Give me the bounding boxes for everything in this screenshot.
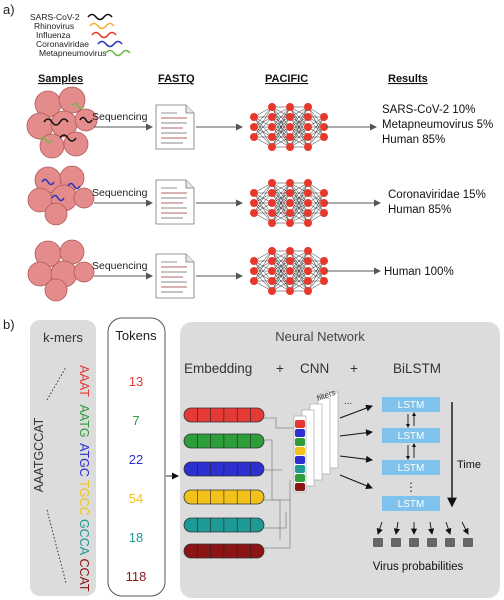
- legend-line-coronaviridae: [97, 40, 123, 48]
- lstm-cell-4: [382, 496, 440, 511]
- lstm-cell-3-label: LSTM: [398, 463, 425, 474]
- pacific-network-1: [250, 103, 328, 151]
- cell: [73, 187, 95, 209]
- legend-label-coronaviridae: Coronaviridae: [36, 39, 89, 49]
- kmer-item: AAAT: [77, 365, 91, 397]
- token-item: 18: [129, 530, 143, 545]
- tokens-title: Tokens: [115, 328, 157, 343]
- lstm-cell-2: [382, 428, 440, 443]
- token-item: 54: [129, 491, 143, 506]
- sequencing-step-2: Sequencing: [92, 187, 153, 207]
- kmer-bracket-top: [46, 366, 67, 401]
- lstm-stack: LSTM LSTM LSTM ⋮ LSTM: [382, 397, 440, 511]
- lstm-cell-1-label: LSTM: [398, 400, 425, 411]
- fastq-document-1: [155, 104, 195, 150]
- virus-probability-outputs: [373, 521, 473, 547]
- embedding-cnn-connectors: [264, 417, 294, 549]
- full-sequence: AAATGCCAT: [32, 417, 46, 492]
- result-row1-line2: Metapneumovirus 5%: [382, 119, 493, 131]
- legend-line-metapneumo: [105, 49, 131, 57]
- sample-cells-2: [27, 165, 95, 226]
- nn-title: Neural Network: [275, 329, 365, 344]
- lstm-cell-1: [382, 397, 440, 412]
- pacific-network-2: [250, 179, 328, 227]
- cell: [44, 278, 68, 302]
- header-samples: Samples: [38, 73, 83, 85]
- cell: [44, 202, 68, 226]
- fastq-document-3: [155, 253, 195, 299]
- cell: [73, 261, 95, 283]
- plus-sign-2: +: [350, 361, 358, 376]
- pacific-network-3: [250, 247, 328, 295]
- kmer-item: ATGC: [77, 443, 91, 477]
- header-results: Results: [388, 73, 428, 85]
- kmer-list: AAAT AATG ATGC TGCC GCCA CCAT: [77, 365, 91, 592]
- legend-label-rhino: Rhinovirus: [34, 21, 74, 31]
- token-list: 13 7 22 54 18 118: [126, 374, 147, 584]
- lstm-ellipsis: ⋮: [405, 480, 417, 494]
- legend-label-influenza: Influenza: [36, 30, 71, 40]
- lstm-cell-2-label: LSTM: [398, 431, 425, 442]
- time-label: Time: [457, 459, 481, 471]
- panel-b-label: b): [3, 317, 15, 332]
- header-fastq: FASTQ: [158, 73, 195, 85]
- legend-line-rhino: [89, 22, 115, 30]
- result-row1-line1: SARS-CoV-2 10%: [382, 104, 475, 116]
- sample-cells-1: [26, 86, 98, 159]
- result-row3-line1: Human 100%: [384, 266, 454, 278]
- cnn-filters: ...: [293, 391, 352, 493]
- sequencing-step-1: Sequencing: [92, 111, 153, 131]
- legend-line-sars: [87, 13, 113, 21]
- kmer-item: CCAT: [77, 558, 91, 591]
- lstm-cell-4-label: LSTM: [398, 499, 425, 510]
- lstm-cell-3: [382, 460, 440, 475]
- token-item: 13: [129, 374, 143, 389]
- virus-legend: SARS-CoV-2 Rhinovirus Influenza Coronavi…: [30, 12, 131, 58]
- header-pacific: PACIFIC: [265, 73, 308, 85]
- result-row2-line1: Coronaviridae 15%: [388, 189, 486, 201]
- cell: [59, 239, 85, 265]
- sample-cells-3: [27, 239, 95, 302]
- kmer-item: TGCC: [77, 480, 91, 515]
- cnn-to-lstm-arrows: [339, 404, 373, 489]
- kmer-item: AATG: [77, 404, 91, 437]
- viruses-row-2: [41, 178, 81, 202]
- kmer-item: GCCA: [77, 519, 91, 556]
- plus-sign-1: +: [276, 361, 284, 376]
- panel-a-label: a): [3, 2, 15, 17]
- token-item: 22: [129, 452, 143, 467]
- legend-label-sars: SARS-CoV-2: [30, 12, 80, 22]
- kmers-box: [30, 320, 96, 596]
- embedding-vectors: [183, 407, 265, 559]
- virus-probabilities-label: Virus probabilities: [373, 561, 464, 573]
- sequencing-label-1: Sequencing: [92, 111, 148, 123]
- cnn-label: CNN: [300, 361, 329, 376]
- legend-label-metapneumo: Metapneumovirus: [39, 48, 107, 58]
- kmers-title: k-mers: [43, 330, 83, 345]
- sequencing-label-3: Sequencing: [92, 260, 148, 272]
- sequencing-label-2: Sequencing: [92, 187, 148, 199]
- cell: [63, 131, 89, 157]
- fastq-document-2: [155, 179, 195, 225]
- token-item: 7: [132, 413, 139, 428]
- legend-line-influenza: [91, 31, 117, 39]
- token-item: 118: [126, 569, 147, 584]
- result-row2-line2: Human 85%: [388, 204, 451, 216]
- embedding-label: Embedding: [184, 361, 252, 376]
- sequencing-step-3: Sequencing: [92, 260, 153, 280]
- svg-text:...: ...: [344, 396, 352, 407]
- viruses-row-1: [39, 102, 93, 144]
- result-row1-line3: Human 85%: [382, 134, 445, 146]
- tokens-box: [107, 317, 166, 597]
- bilstm-label: BiLSTM: [393, 361, 441, 376]
